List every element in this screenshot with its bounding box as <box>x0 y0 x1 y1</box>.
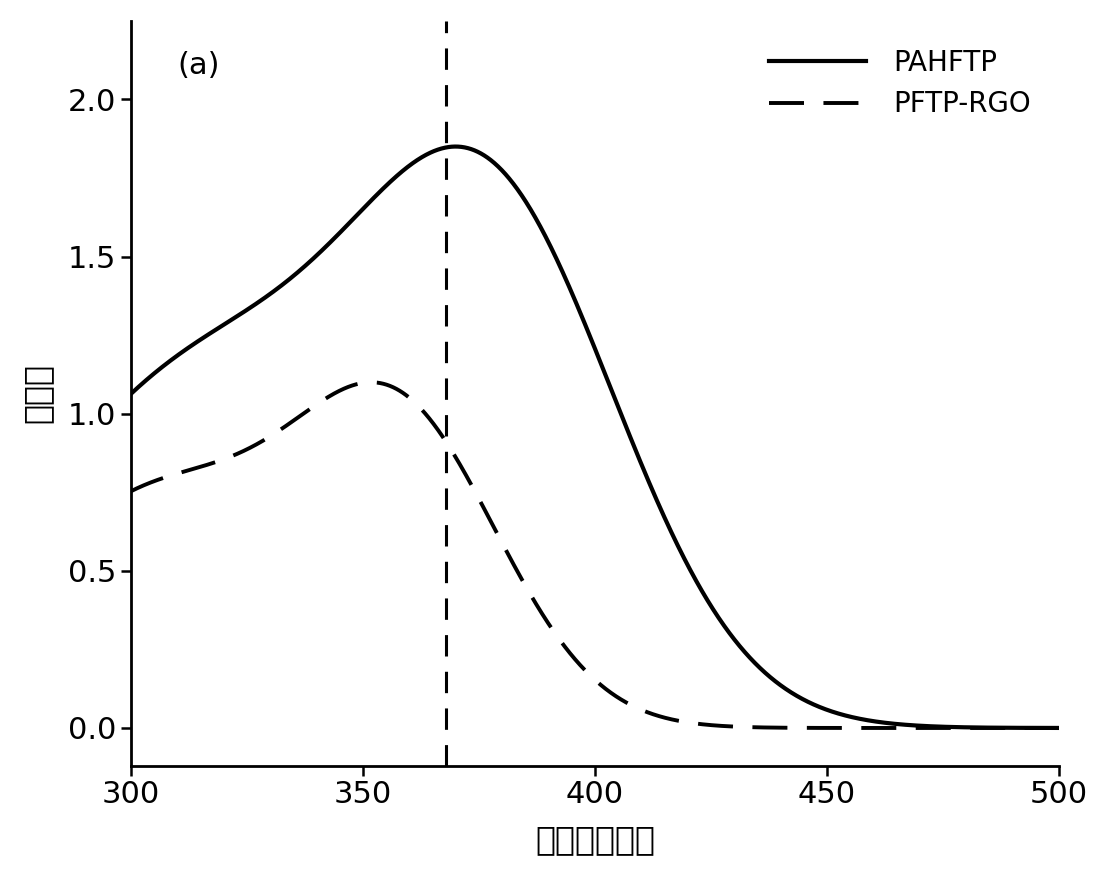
PAHFTP <box>449 141 462 152</box>
PFTP-RGO <box>365 377 378 388</box>
PAHFTP <box>124 389 138 399</box>
PFTP-RGO <box>172 468 185 479</box>
PFTP-RGO <box>124 486 138 496</box>
Text: (a): (a) <box>177 51 220 80</box>
PFTP-RGO <box>576 662 589 673</box>
PFTP-RGO <box>1026 723 1039 733</box>
PAHFTP <box>1026 723 1039 733</box>
Line: PFTP-RGO: PFTP-RGO <box>131 382 1059 728</box>
Y-axis label: 吸光度: 吸光度 <box>21 363 54 424</box>
PFTP-RGO <box>855 723 868 733</box>
Line: PAHFTP: PAHFTP <box>131 146 1059 728</box>
PAHFTP <box>1026 723 1039 733</box>
X-axis label: 波长（纳米）: 波长（纳米） <box>535 824 655 856</box>
PFTP-RGO <box>1052 723 1066 733</box>
PAHFTP <box>855 714 868 724</box>
Legend: PAHFTP, PFTP-RGO: PAHFTP, PFTP-RGO <box>755 35 1045 132</box>
PAHFTP <box>1052 723 1066 733</box>
PAHFTP <box>576 313 589 324</box>
PFTP-RGO <box>1026 723 1039 733</box>
PAHFTP <box>172 350 185 360</box>
PFTP-RGO <box>551 632 564 643</box>
PAHFTP <box>551 257 564 267</box>
